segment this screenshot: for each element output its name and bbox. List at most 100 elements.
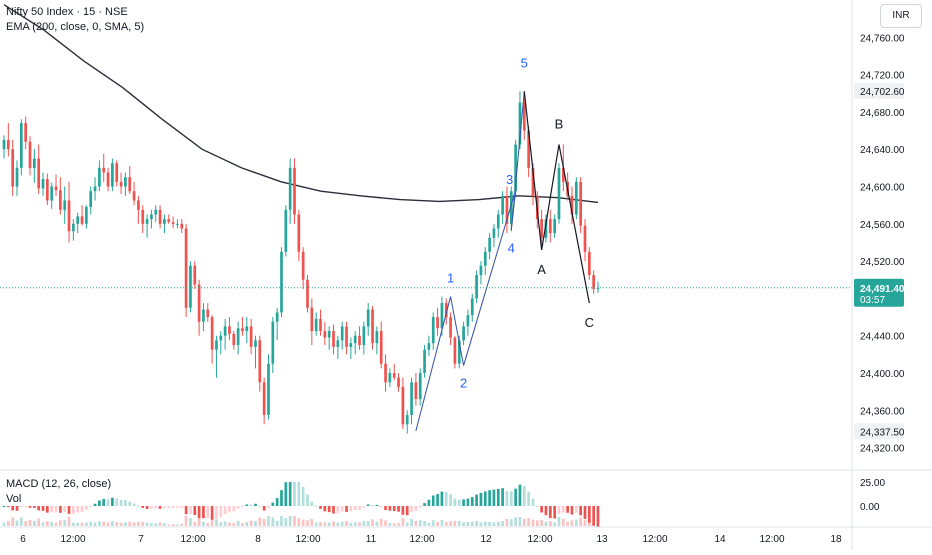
- volume-bar: [319, 522, 322, 526]
- macd-bar: [102, 498, 106, 506]
- volume-bar: [223, 521, 227, 526]
- volume-bar: [202, 521, 205, 526]
- x-tick-label: 12: [480, 534, 492, 545]
- volume-bar: [397, 523, 400, 526]
- volume-bar: [531, 519, 535, 526]
- candle-body: [345, 326, 348, 347]
- macd-bar: [566, 506, 569, 513]
- volume-bar: [340, 521, 344, 526]
- candle-body: [466, 315, 470, 327]
- candle-body: [431, 317, 435, 344]
- vol-legend: Vol: [6, 493, 22, 505]
- volume-bar: [219, 522, 223, 526]
- volume-bar: [496, 521, 500, 526]
- volume-bar: [522, 518, 526, 526]
- impulse-wave-overlay: [415, 91, 525, 431]
- volume-bar: [492, 522, 496, 526]
- macd-bar: [483, 491, 487, 506]
- volume-bar: [275, 521, 279, 526]
- macd-tick-label: 0.00: [860, 502, 880, 513]
- macd-bar: [323, 506, 327, 512]
- macd-bar: [93, 503, 97, 506]
- candle-body: [163, 219, 166, 224]
- volume-bar: [89, 521, 93, 526]
- candle-body: [232, 333, 236, 346]
- candle-body: [444, 303, 448, 318]
- macd-bar: [215, 506, 218, 519]
- macd-bar: [362, 506, 366, 508]
- wave-label-2: 2: [460, 376, 467, 391]
- macd-bar: [171, 506, 175, 509]
- candle-body: [509, 191, 513, 224]
- macd-bar: [431, 495, 435, 506]
- candle-body: [184, 228, 188, 308]
- volume-bar: [466, 522, 470, 526]
- macd-bar: [553, 506, 556, 519]
- candle-body: [470, 298, 474, 316]
- candle-body: [371, 309, 374, 344]
- volume-bar: [167, 524, 171, 526]
- candle-body: [19, 123, 23, 168]
- x-tick-label: 13: [596, 534, 608, 545]
- volume-bar: [28, 520, 32, 526]
- x-tick-label: 12:00: [295, 534, 320, 545]
- volume-bar: [232, 523, 236, 526]
- candle-body: [28, 141, 32, 168]
- macd-bar: [85, 506, 88, 510]
- candle-body: [50, 186, 54, 201]
- candle-body: [124, 177, 127, 187]
- volume-bar: [50, 522, 54, 526]
- candle-body: [254, 340, 257, 347]
- macd-bar: [50, 506, 54, 513]
- volume-bar: [379, 518, 383, 526]
- candle-body: [457, 340, 461, 364]
- candle-body: [583, 225, 587, 252]
- volume-bar: [570, 520, 574, 526]
- candle-body: [297, 214, 301, 252]
- volume-bar: [93, 522, 97, 526]
- macd-bar: [132, 503, 136, 506]
- candle-body: [388, 373, 392, 383]
- candle-body: [41, 179, 45, 189]
- macd-tick-label: 25.00: [860, 478, 885, 489]
- volume-bar: [210, 518, 214, 526]
- macd-bar: [514, 488, 517, 506]
- candle-body: [67, 200, 71, 232]
- macd-bar: [570, 506, 574, 515]
- volume-bar: [80, 522, 84, 526]
- macd-bar: [258, 506, 262, 507]
- candle-body: [353, 335, 357, 344]
- low-value-bg: [854, 423, 904, 440]
- macd-bar: [254, 503, 257, 506]
- volume-bar: [163, 523, 166, 526]
- x-tick-label: 12:00: [180, 534, 205, 545]
- macd-bar: [345, 506, 348, 512]
- volume-bar: [475, 521, 478, 526]
- macd-bar: [11, 506, 15, 511]
- volume-bar: [436, 521, 439, 526]
- y-tick-label: 24,400.00: [860, 369, 905, 380]
- candle-body: [561, 167, 565, 182]
- volume-bar: [262, 518, 266, 526]
- volume-bar: [128, 521, 132, 526]
- volume-bar: [449, 521, 452, 526]
- volume-bar: [284, 518, 288, 526]
- candle-body: [59, 190, 62, 210]
- candle-body: [323, 331, 327, 338]
- candle-body: [197, 284, 201, 322]
- volume-bar: [388, 523, 392, 526]
- candle-body: [37, 158, 41, 189]
- macd-bar: [457, 499, 461, 506]
- macd-bar: [275, 498, 279, 506]
- volume-bar: [423, 521, 426, 526]
- volume-bar: [557, 516, 561, 526]
- volume-bar: [293, 516, 296, 526]
- candle-body: [427, 343, 431, 350]
- macd-bar: [141, 506, 145, 509]
- macd-legend: MACD (12, 26, close): [6, 478, 112, 490]
- volume-bar: [479, 522, 483, 526]
- macd-bar: [2, 506, 6, 507]
- currency-button[interactable]: INR: [880, 4, 922, 28]
- candle-body: [119, 181, 123, 187]
